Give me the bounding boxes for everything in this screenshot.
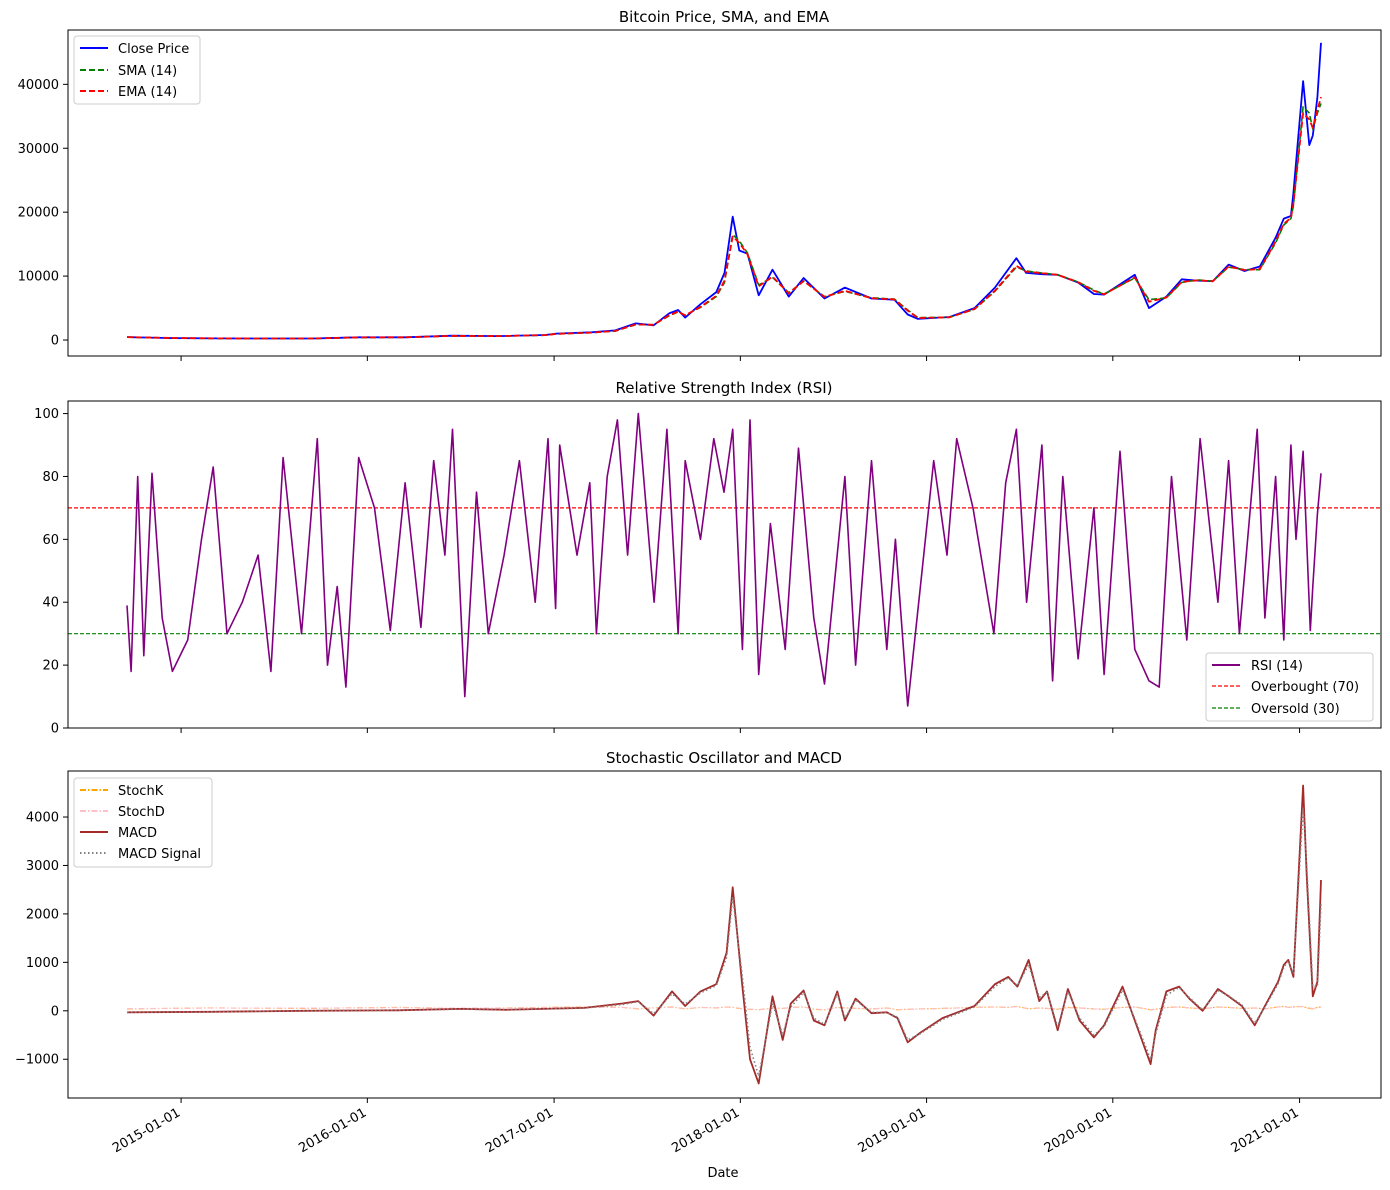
y-tick-label: 10000 xyxy=(18,270,59,285)
price-legend: Close Price SMA (14) EMA (14) xyxy=(73,35,201,105)
series-line-macd-signal xyxy=(126,806,1322,1077)
price-series-layer xyxy=(126,42,1322,340)
price-panel: Bitcoin Price, SMA, and EMA 0 10000 20000 3… xyxy=(18,8,1382,361)
y-tick-label: 40000 xyxy=(18,78,59,93)
rsi-panel-title: Relative Strength Index (RSI) xyxy=(615,379,832,397)
price-panel-title: Bitcoin Price, SMA, and EMA xyxy=(619,8,830,26)
legend-label-macd: MACD xyxy=(118,826,157,841)
series-line-ema-14 xyxy=(126,96,1322,340)
y-tick-label: 3000 xyxy=(26,859,59,874)
y-tick-label: 100 xyxy=(34,407,59,422)
y-tick-label: 60 xyxy=(42,533,59,548)
stoch-macd-panel-frame xyxy=(67,770,1382,1099)
rsi-legend-box xyxy=(1205,652,1374,722)
rsi-y-axis: 0 20 40 60 80 100 xyxy=(34,407,68,737)
y-tick-label: 80 xyxy=(42,470,59,485)
stoch-macd-y-axis: −1000 0 1000 2000 3000 4000 xyxy=(15,811,68,1068)
y-tick-label: 0 xyxy=(51,1004,59,1019)
legend-label-overbought: Overbought (70) xyxy=(1251,680,1359,695)
legend-label-close-price: Close Price xyxy=(118,42,189,57)
price-y-axis: 0 10000 20000 30000 40000 xyxy=(18,78,68,349)
y-tick-label: 4000 xyxy=(26,811,59,826)
y-tick-label: 40 xyxy=(42,596,59,611)
stoch-macd-x-ticks xyxy=(180,1098,1301,1103)
y-tick-label: 2000 xyxy=(26,907,59,922)
y-tick-label: 20 xyxy=(42,659,59,674)
legend-label-ema: EMA (14) xyxy=(118,85,177,100)
y-tick-label: −1000 xyxy=(15,1053,59,1068)
y-tick-label: 0 xyxy=(51,334,59,349)
legend-label-oversold: Oversold (30) xyxy=(1251,702,1340,717)
legend-label-macd-signal: MACD Signal xyxy=(118,847,201,862)
y-tick-label: 0 xyxy=(51,722,59,737)
rsi-series-layer xyxy=(68,412,1381,707)
price-x-ticks xyxy=(180,356,1301,361)
rsi-panel-frame xyxy=(67,400,1382,729)
x-axis-label: Date xyxy=(707,1166,738,1181)
stoch-macd-series-layer xyxy=(126,784,1322,1085)
legend-label-sma: SMA (14) xyxy=(118,64,177,79)
price-legend-box xyxy=(73,35,201,105)
series-line-stochd xyxy=(126,1005,1322,1011)
y-tick-label: 1000 xyxy=(26,956,59,971)
stoch-macd-panel-title: Stochastic Oscillator and MACD xyxy=(606,749,842,767)
y-tick-label: 20000 xyxy=(18,206,59,221)
series-line-rsi-14 xyxy=(126,412,1322,707)
stoch-macd-legend-box xyxy=(73,777,213,868)
y-tick-label: 30000 xyxy=(18,142,59,157)
legend-label-stochd: StochD xyxy=(118,805,165,820)
rsi-legend: RSI (14) Overbought (70) Oversold (30) xyxy=(1205,652,1374,722)
series-line-macd xyxy=(126,784,1322,1085)
legend-label-stochk: StochK xyxy=(118,784,164,799)
legend-label-rsi: RSI (14) xyxy=(1251,659,1303,674)
price-panel-frame xyxy=(67,29,1382,357)
rsi-panel: Relative Strength Index (RSI) 0 20 40 60 80 1… xyxy=(34,379,1382,737)
rsi-x-ticks xyxy=(180,728,1301,733)
stoch-macd-legend: StochK StochD MACD MACD Signal xyxy=(73,777,213,868)
